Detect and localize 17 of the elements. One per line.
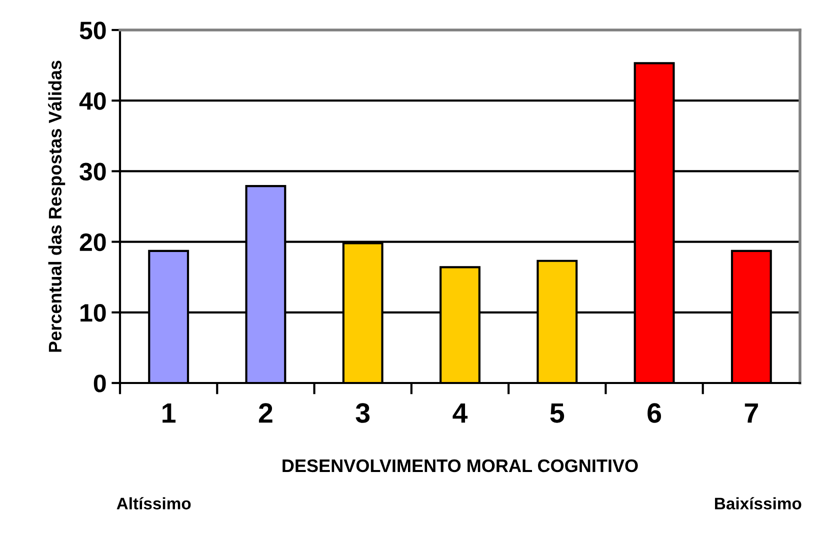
x-tick-label: 7 xyxy=(744,403,758,423)
x-tick-label: 1 xyxy=(162,403,176,423)
text: Baixíssimo xyxy=(715,497,802,510)
y-tick-label: 30 xyxy=(80,162,106,181)
y-tick-label: 50 xyxy=(80,22,106,40)
x-axis-title: DESENVOLVIMENTO MORAL COGNITIVO xyxy=(282,459,638,472)
text: Altíssimo xyxy=(116,497,191,510)
y-tick-label: 20 xyxy=(80,233,106,252)
x-tick-label: 2 xyxy=(258,403,272,423)
y-tick-label: 10 xyxy=(80,304,106,322)
x-tick-label: 3 xyxy=(356,403,370,423)
x-tick-label: 6 xyxy=(648,403,662,423)
y-tick-label: 0 xyxy=(94,374,106,392)
y-axis-title: Percentual das Respostas Válidas xyxy=(48,60,66,352)
x-tick-label: 4 xyxy=(452,403,468,423)
y-tick-label: 40 xyxy=(79,92,106,110)
x-tick-label: 5 xyxy=(550,403,564,423)
